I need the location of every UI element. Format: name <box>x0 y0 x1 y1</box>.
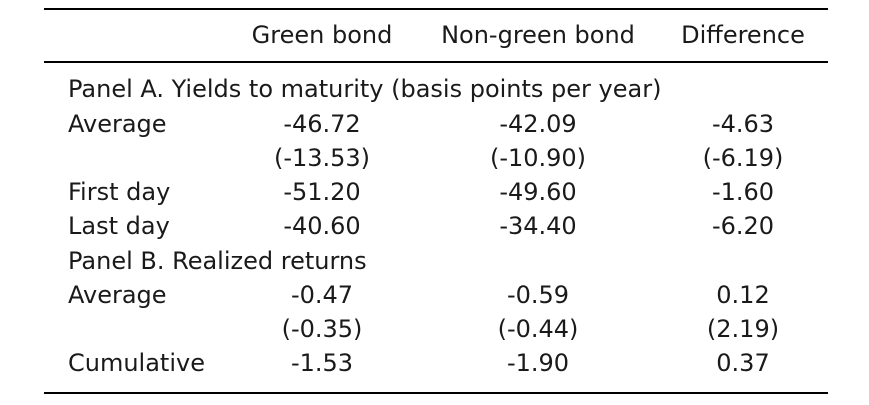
table-cell: -1.53 <box>290 349 354 377</box>
table-cell: -4.63 <box>711 110 775 138</box>
table-cell: -6.20 <box>711 212 775 240</box>
table-cell: (-6.19) <box>702 144 784 172</box>
row-label: First day <box>68 178 171 206</box>
table-cell: -0.59 <box>506 281 570 309</box>
header-difference: Difference <box>681 21 805 49</box>
table-cell: 0.12 <box>716 281 770 309</box>
table-cell: (-0.44) <box>497 315 579 343</box>
table-cell: -34.40 <box>499 212 577 240</box>
table-cell: (-10.90) <box>489 144 587 172</box>
table-cell: 0.37 <box>716 349 770 377</box>
row-label: Cumulative <box>68 349 205 377</box>
panel-a-title: Panel A. Yields to maturity (basis point… <box>68 75 662 103</box>
table-cell: -49.60 <box>499 178 577 206</box>
row-label: Average <box>68 110 167 138</box>
header-non-green-bond: Non-green bond <box>441 21 635 49</box>
table-top-rule <box>44 8 828 10</box>
table-cell: -42.09 <box>499 110 577 138</box>
table-header-rule <box>44 61 828 63</box>
table-cell: -1.90 <box>506 349 570 377</box>
row-label: Average <box>68 281 167 309</box>
table-cell: (2.19) <box>706 315 780 343</box>
table-cell: -51.20 <box>283 178 361 206</box>
table-cell: (-0.35) <box>281 315 363 343</box>
panel-b-title: Panel B. Realized returns <box>68 247 367 275</box>
row-label: Last day <box>68 212 170 240</box>
header-green-bond: Green bond <box>251 21 393 49</box>
table-cell: (-13.53) <box>273 144 371 172</box>
table-cell: -46.72 <box>283 110 361 138</box>
table-cell: -0.47 <box>290 281 354 309</box>
table-cell: -1.60 <box>711 178 775 206</box>
table-cell: -40.60 <box>283 212 361 240</box>
table-bottom-rule <box>44 392 828 394</box>
